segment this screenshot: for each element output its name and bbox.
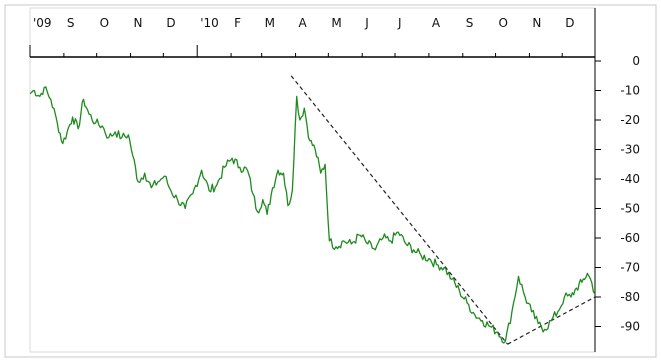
y-tick-label: -60 xyxy=(620,231,640,245)
y-tick-label: -40 xyxy=(620,172,640,186)
x-tick-label: S xyxy=(466,16,474,30)
trendline xyxy=(290,75,509,345)
x-tick-label: N xyxy=(532,16,541,30)
x-tick-label: N xyxy=(134,16,143,30)
x-tick-label: A xyxy=(432,16,441,30)
y-tick-label: -30 xyxy=(620,143,640,157)
outer-border xyxy=(4,4,657,358)
x-tick-label: J xyxy=(364,16,369,30)
x-tick-label: J xyxy=(397,16,402,30)
x-tick-label: M xyxy=(331,16,341,30)
x-tick-label: O xyxy=(499,16,508,30)
y-tick-label: -20 xyxy=(620,113,640,127)
x-tick-label: D xyxy=(166,16,175,30)
y-tick-label: -80 xyxy=(620,290,640,304)
x-tick-label: '10 xyxy=(200,16,219,30)
y-tick-label: -70 xyxy=(620,261,640,275)
y-tick-label: -10 xyxy=(620,84,640,98)
y-tick-label: -50 xyxy=(620,202,640,216)
x-tick-label: A xyxy=(299,16,308,30)
series-line xyxy=(29,86,596,344)
x-tick-label: M xyxy=(265,16,275,30)
y-tick-label: -90 xyxy=(620,320,640,334)
plot-area xyxy=(29,7,596,353)
x-tick-label: '09 xyxy=(33,16,52,30)
x-tick-label: S xyxy=(67,16,75,30)
y-tick-label: 0 xyxy=(632,54,640,68)
x-tick-label: O xyxy=(100,16,109,30)
x-tick-label: F xyxy=(234,16,241,30)
x-tick-label: D xyxy=(565,16,574,30)
